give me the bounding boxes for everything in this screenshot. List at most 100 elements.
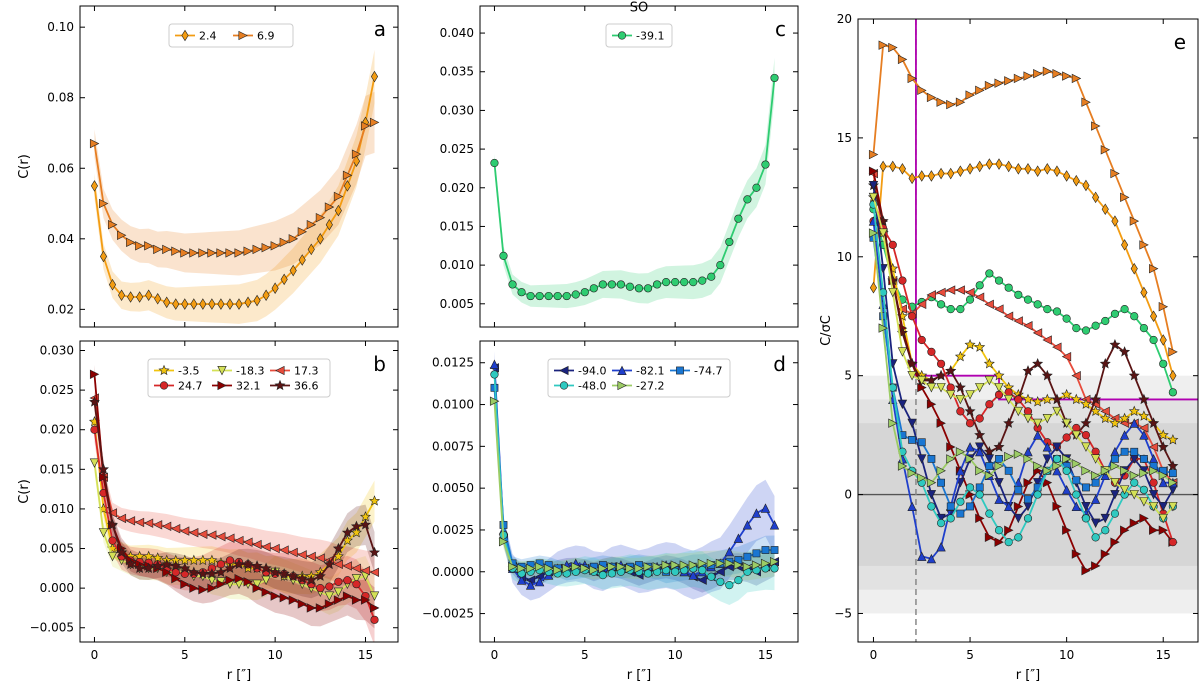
point-e-2-30 — [1159, 359, 1168, 368]
point-a-0-12 — [199, 298, 207, 310]
point-e-10-23 — [1091, 478, 1100, 487]
legend-item-b-3: 24.7 — [154, 380, 203, 393]
point-d-3-13 — [607, 569, 616, 578]
point-e-0-6 — [926, 92, 937, 103]
point-b-5-31 — [369, 546, 381, 558]
point-e-2-12 — [985, 269, 994, 278]
point-e-0-22 — [1081, 97, 1091, 107]
point-d-4-13 — [607, 562, 617, 572]
point-d-1-29 — [751, 508, 762, 518]
point-b-4-16 — [234, 573, 244, 584]
point-e-3-12 — [984, 299, 994, 310]
point-e-8-12 — [984, 454, 995, 464]
point-e-1-11 — [976, 160, 984, 173]
panel-a: 0.02 0.04 0.06 0.08 0.10 C(r) a 2.4 6.9 — [17, 5, 399, 328]
point-a-0-15 — [226, 298, 234, 310]
point-b-2-22 — [288, 547, 298, 558]
point-e-6-25 — [1109, 338, 1121, 350]
point-a-1-26 — [324, 202, 335, 212]
series-markers-a-0 — [90, 70, 379, 310]
ytick-label-c-2: 0.015 — [440, 219, 474, 233]
point-d-4-0 — [489, 396, 500, 406]
point-a-1-31 — [370, 117, 380, 128]
point-e-13-8 — [946, 454, 956, 464]
point-b-4-12 — [198, 585, 208, 595]
point-e-10-11 — [975, 483, 984, 492]
axes-frame-a — [79, 5, 399, 328]
point-a-1-2 — [108, 220, 118, 230]
point-e-13-19 — [1052, 461, 1062, 471]
point-b-0-11 — [188, 554, 200, 566]
point-e-13-5 — [917, 473, 927, 483]
point-e-2-9 — [956, 304, 965, 314]
series-markers-d-4 — [489, 396, 780, 575]
ytick-label-a-4: 0.10 — [47, 20, 74, 34]
point-d-2-28 — [743, 552, 752, 561]
point-e-6-29 — [1148, 417, 1160, 428]
point-e-8-5 — [917, 454, 927, 464]
point-e-9-5 — [917, 551, 927, 561]
point-e-11-27 — [1130, 478, 1139, 487]
point-e-9-28 — [1139, 430, 1149, 440]
point-e-12-21 — [1071, 430, 1081, 440]
point-b-5-6 — [143, 562, 155, 574]
point-a-1-3 — [117, 230, 127, 240]
point-e-1-19 — [1053, 165, 1061, 177]
point-e-2-8 — [946, 304, 955, 314]
point-e-12-29 — [1148, 501, 1159, 512]
xlabel-d: r [″] — [627, 668, 651, 683]
ytick-label-c-0: 0.005 — [440, 297, 474, 311]
point-e-7-2 — [888, 240, 897, 249]
point-e-10-4 — [908, 435, 916, 444]
point-e-6-10 — [964, 405, 976, 417]
point-e-12-1 — [878, 228, 888, 238]
point-e-0-20 — [1062, 71, 1072, 81]
point-e-1-21 — [1072, 174, 1080, 187]
point-c-0-5 — [535, 291, 544, 301]
point-e-5-8 — [946, 442, 956, 452]
point-b-4-13 — [207, 583, 217, 593]
legend-label-b-0: -3.5 — [178, 365, 199, 378]
ytick-label-e-4: 15 — [837, 131, 852, 145]
point-b-2-10 — [179, 526, 190, 536]
point-e-8-3 — [897, 399, 908, 410]
point-e-8-18 — [1042, 454, 1053, 464]
point-e-1-30 — [1159, 334, 1167, 346]
ytick-label-a-0: 0.02 — [47, 302, 74, 316]
point-e-1-3 — [898, 163, 906, 175]
point-e-9-14 — [1003, 501, 1014, 511]
point-e-1-25 — [1111, 215, 1119, 227]
point-e-0-11 — [975, 85, 985, 96]
point-d-4-15 — [625, 563, 635, 574]
point-e-2-17 — [1033, 300, 1042, 309]
point-e-9-13 — [994, 494, 1004, 504]
point-e-12-3 — [897, 347, 908, 357]
band-c-0 — [494, 57, 775, 309]
point-b-3-27 — [334, 577, 343, 586]
point-a-0-11 — [190, 298, 198, 310]
point-e-0-26 — [1120, 192, 1130, 203]
point-e-11-11 — [975, 490, 984, 499]
point-c-0-26 — [725, 237, 734, 247]
point-e-5-22 — [1081, 565, 1091, 576]
series-markers-e-8 — [868, 180, 1178, 528]
point-a-1-30 — [360, 121, 371, 131]
point-b-2-6 — [143, 518, 154, 528]
point-e-11-20 — [1062, 466, 1071, 475]
point-b-5-22 — [287, 570, 299, 581]
point-e-5-7 — [936, 418, 946, 428]
point-e-5-25 — [1110, 537, 1120, 547]
point-e-11-6 — [927, 502, 936, 511]
point-a-1-5 — [135, 241, 145, 251]
point-d-4-23 — [697, 558, 708, 569]
point-c-0-23 — [698, 276, 707, 285]
point-a-0-20 — [271, 282, 279, 294]
point-e-6-19 — [1051, 393, 1063, 405]
point-b-4-23 — [297, 599, 308, 609]
point-e-11-8 — [946, 514, 955, 523]
legend-item-d-2: -74.7 — [670, 365, 722, 378]
point-b-5-25 — [314, 570, 326, 581]
point-e-12-18 — [1042, 413, 1053, 424]
point-b-3-2 — [108, 536, 117, 545]
